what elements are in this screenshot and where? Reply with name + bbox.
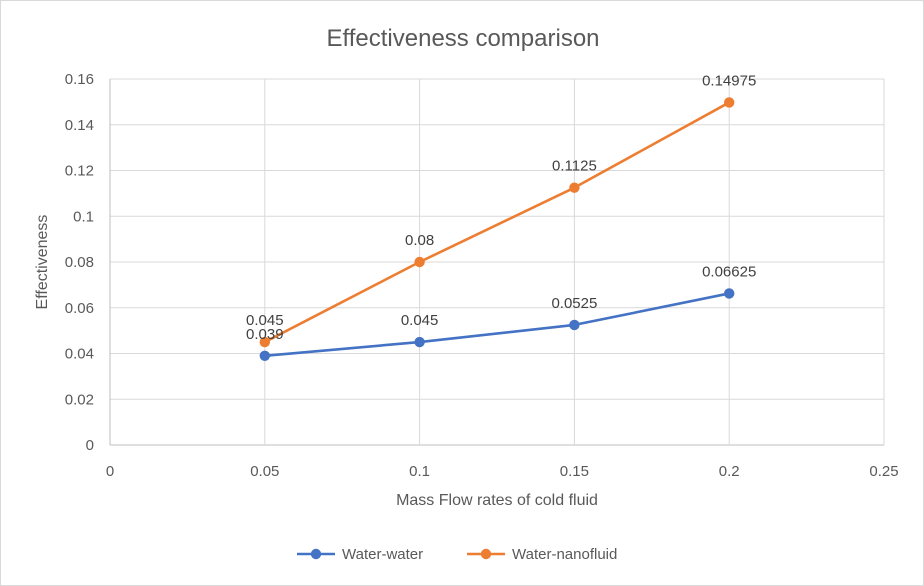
y-axis-ticks: 0 0.02 0.04 0.06 0.08 0.1 0.12 0.14 0.16: [65, 71, 94, 454]
data-point-water-water[interactable]: [414, 336, 425, 348]
chart-title: Effectiveness comparison: [326, 25, 599, 52]
x-tick-label: 0.15: [560, 463, 589, 480]
series-line-water-water: [264, 292, 730, 358]
legend-item-water-water[interactable]: Water-water: [297, 546, 423, 563]
y-tick-label: 0.06: [65, 300, 94, 317]
data-label: 0.08: [405, 232, 434, 249]
y-tick-label: 0.1: [73, 208, 94, 225]
legend-marker-icon: [480, 548, 492, 560]
data-label: 0.0525: [551, 295, 597, 312]
data-label: 0.1125: [552, 158, 597, 175]
data-point-water-water[interactable]: [259, 350, 270, 361]
data-label: 0.06625: [702, 263, 756, 280]
y-tick-label: 0.14: [65, 117, 94, 134]
y-axis-title: Effectiveness: [34, 215, 51, 310]
x-tick-label: 0.25: [869, 463, 898, 480]
legend-item-water-nanofluid[interactable]: Water-nanofluid: [467, 546, 617, 563]
data-point-water-water[interactable]: [724, 288, 735, 299]
data-point-water-nanofluid[interactable]: [569, 182, 580, 193]
data-labels: 0.0390.0450.05250.066250.0450.080.11250.…: [246, 72, 756, 342]
series-lines: [259, 97, 735, 361]
gridlines: [109, 78, 885, 446]
y-tick-label: 0.08: [65, 254, 94, 271]
legend[interactable]: Water-water Water-nanofluid: [297, 546, 617, 563]
y-tick-label: 0.16: [65, 71, 94, 88]
data-label: 0.14975: [702, 72, 756, 89]
x-tick-label: 0.2: [719, 463, 740, 480]
legend-label: Water-water: [342, 546, 423, 563]
series-line-water-nanofluid: [264, 101, 730, 344]
x-tick-label: 0: [106, 463, 114, 480]
data-point-water-water[interactable]: [569, 319, 580, 331]
y-tick-label: 0.02: [65, 391, 94, 408]
legend-marker-icon: [310, 548, 322, 560]
x-axis-ticks: 0 0.05 0.1 0.15 0.2 0.25: [106, 463, 899, 480]
x-tick-label: 0.05: [250, 463, 279, 480]
data-point-water-nanofluid[interactable]: [414, 256, 425, 268]
data-label: 0.045: [401, 312, 439, 329]
y-tick-label: 0.12: [65, 163, 94, 180]
y-tick-label: 0: [86, 437, 94, 454]
data-label: 0.039: [246, 326, 284, 343]
y-tick-label: 0.04: [65, 346, 94, 363]
x-tick-label: 0.1: [409, 463, 430, 480]
legend-label: Water-nanofluid: [512, 546, 617, 563]
x-axis-title: Mass Flow rates of cold fluid: [396, 492, 598, 509]
data-point-water-nanofluid[interactable]: [724, 97, 735, 108]
data-label: 0.045: [246, 312, 284, 329]
data-point-water-nanofluid[interactable]: [259, 336, 270, 348]
